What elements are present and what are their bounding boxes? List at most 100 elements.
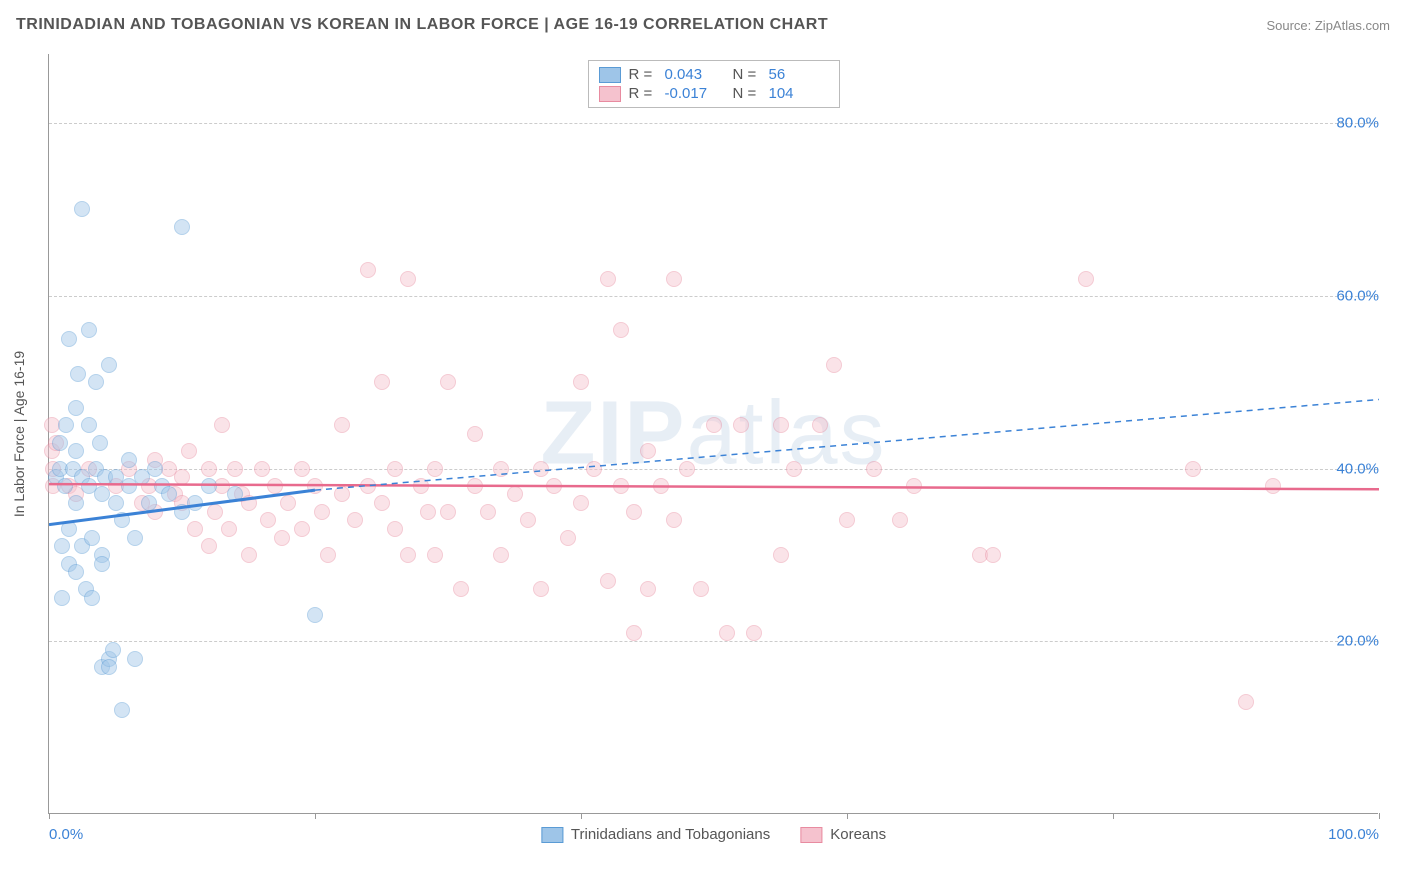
scatter-point-ko (719, 625, 735, 641)
scatter-point-ko (334, 417, 350, 433)
scatter-point-tt (54, 538, 70, 554)
series-legend: Trinidadians and Tobagonians Koreans (541, 826, 886, 843)
scatter-point-ko (533, 581, 549, 597)
scatter-point-ko (427, 461, 443, 477)
x-tick (315, 813, 316, 819)
scatter-point-tt (70, 366, 86, 382)
y-tick-label: 80.0% (1319, 115, 1379, 132)
scatter-point-tt (68, 564, 84, 580)
scatter-point-tt (68, 443, 84, 459)
x-tick-label: 0.0% (49, 826, 83, 843)
scatter-point-ko (573, 374, 589, 390)
scatter-point-ko (546, 478, 562, 494)
scatter-point-ko (181, 443, 197, 459)
scatter-point-ko (640, 581, 656, 597)
scatter-point-tt (84, 590, 100, 606)
scatter-point-ko (1238, 694, 1254, 710)
scatter-point-tt (227, 486, 243, 502)
scatter-point-ko (274, 530, 290, 546)
scatter-point-ko (773, 417, 789, 433)
x-tick (1113, 813, 1114, 819)
n-value: 56 (769, 66, 829, 83)
scatter-point-tt (307, 607, 323, 623)
r-value: 0.043 (665, 66, 725, 83)
scatter-point-ko (334, 486, 350, 502)
gridline-h (49, 123, 1378, 124)
scatter-point-ko (400, 547, 416, 563)
scatter-point-ko (733, 417, 749, 433)
scatter-point-tt (81, 417, 97, 433)
scatter-point-ko (207, 504, 223, 520)
scatter-point-tt (74, 201, 90, 217)
scatter-point-tt (127, 530, 143, 546)
scatter-point-ko (480, 504, 496, 520)
scatter-point-ko (241, 547, 257, 563)
scatter-point-ko (187, 521, 203, 537)
scatter-point-ko (44, 417, 60, 433)
scatter-point-ko (314, 504, 330, 520)
scatter-point-ko (560, 530, 576, 546)
scatter-point-tt (68, 400, 84, 416)
r-label: R = (629, 66, 657, 83)
scatter-point-ko (866, 461, 882, 477)
scatter-point-ko (420, 504, 436, 520)
scatter-point-ko (666, 512, 682, 528)
scatter-point-tt (161, 486, 177, 502)
scatter-point-ko (640, 443, 656, 459)
scatter-point-ko (826, 357, 842, 373)
y-tick-label: 60.0% (1319, 287, 1379, 304)
scatter-point-ko (440, 374, 456, 390)
scatter-point-tt (61, 331, 77, 347)
scatter-point-ko (201, 538, 217, 554)
scatter-point-ko (773, 547, 789, 563)
scatter-point-ko (294, 461, 310, 477)
y-axis-label: In Labor Force | Age 16-19 (11, 350, 27, 516)
scatter-point-ko (666, 271, 682, 287)
scatter-point-ko (174, 469, 190, 485)
scatter-point-tt (101, 357, 117, 373)
gridline-h (49, 469, 1378, 470)
scatter-point-ko (493, 461, 509, 477)
scatter-point-ko (839, 512, 855, 528)
scatter-point-ko (400, 271, 416, 287)
scatter-point-ko (533, 461, 549, 477)
scatter-point-ko (786, 461, 802, 477)
scatter-point-ko (600, 271, 616, 287)
correlation-legend: R = 0.043 N = 56 R = -0.017 N = 104 (588, 60, 840, 108)
r-label: R = (629, 85, 657, 102)
scatter-point-ko (679, 461, 695, 477)
scatter-point-ko (221, 521, 237, 537)
swatch-icon (599, 67, 621, 83)
scatter-point-tt (68, 495, 84, 511)
scatter-point-tt (147, 461, 163, 477)
scatter-point-tt (127, 651, 143, 667)
y-tick-label: 20.0% (1319, 633, 1379, 650)
swatch-icon (800, 827, 822, 843)
scatter-point-ko (201, 461, 217, 477)
scatter-point-tt (108, 495, 124, 511)
scatter-point-ko (1265, 478, 1281, 494)
legend-label: Koreans (830, 826, 886, 843)
scatter-point-ko (227, 461, 243, 477)
scatter-point-ko (387, 521, 403, 537)
trendline-ko (49, 484, 1379, 489)
scatter-point-ko (440, 504, 456, 520)
gridline-h (49, 641, 1378, 642)
scatter-point-ko (241, 495, 257, 511)
x-tick-label: 100.0% (1328, 826, 1379, 843)
scatter-point-ko (360, 478, 376, 494)
scatter-point-ko (387, 461, 403, 477)
scatter-point-ko (906, 478, 922, 494)
scatter-point-ko (613, 322, 629, 338)
scatter-point-ko (427, 547, 443, 563)
scatter-point-ko (1078, 271, 1094, 287)
scatter-point-tt (84, 530, 100, 546)
scatter-point-ko (653, 478, 669, 494)
scatter-point-ko (307, 478, 323, 494)
scatter-point-ko (626, 504, 642, 520)
scatter-point-ko (586, 461, 602, 477)
scatter-point-ko (693, 581, 709, 597)
scatter-point-ko (453, 581, 469, 597)
scatter-point-tt (174, 219, 190, 235)
scatter-point-ko (746, 625, 762, 641)
